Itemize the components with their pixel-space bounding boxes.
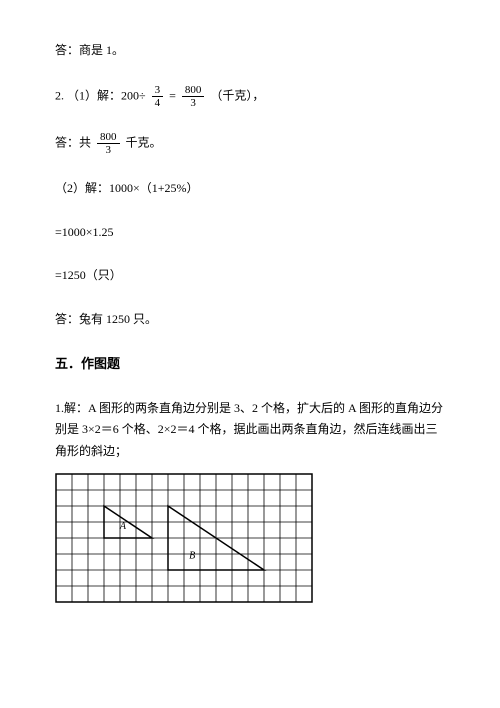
problem-2-2: （2）解：1000×（1+25%） [55, 178, 445, 200]
numerator: 3 [152, 84, 164, 97]
problem-2-1: 2. （1）解：200÷ 3 4 = 800 3 （千克）， [55, 84, 445, 109]
unit: （千克）， [210, 88, 264, 102]
answer-quotient: 答：商是 1。 [55, 40, 445, 62]
calc-step-1: =1000×1.25 [55, 222, 445, 244]
fraction-800-3: 800 3 [97, 131, 120, 156]
fraction-800-3: 800 3 [182, 84, 205, 109]
text: 答：共 [55, 135, 91, 149]
numerator: 800 [182, 84, 205, 97]
triangle-grid-svg: AB [55, 473, 313, 603]
denominator: 3 [97, 144, 120, 156]
denominator: 3 [182, 97, 205, 109]
fraction-3-4: 3 4 [152, 84, 164, 109]
grid-diagram: AB [55, 473, 445, 603]
denominator: 4 [152, 97, 164, 109]
calc-step-2: =1250（只） [55, 265, 445, 287]
text: 2. （1）解：200÷ [55, 88, 146, 102]
svg-text:A: A [119, 521, 127, 532]
numerator: 800 [97, 131, 120, 144]
equals: = [169, 88, 176, 102]
answer-2-1: 答：共 800 3 千克。 [55, 131, 445, 156]
section-5-header: 五．作图题 [55, 352, 445, 375]
unit: 千克。 [126, 135, 162, 149]
answer-2-2: 答：兔有 1250 只。 [55, 309, 445, 331]
svg-text:B: B [189, 550, 195, 561]
problem-5-1-text: 1.解：A 图形的两条直角边分别是 3、2 个格，扩大后的 A 图形的直角边分别… [55, 398, 445, 463]
